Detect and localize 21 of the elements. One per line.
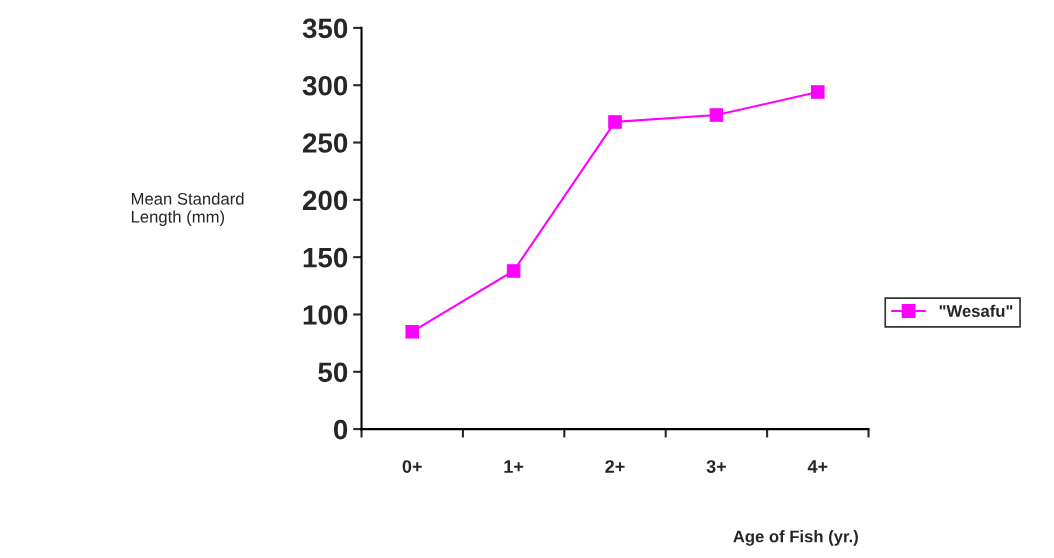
x-tick-label: 2+ [605,460,625,473]
x-axis-title: Age of Fish (yr.) [733,530,858,546]
point [811,85,825,99]
x-tick-label: 1+ [504,460,524,473]
y-tick-label: 100 [303,305,348,325]
x-tick-label: 0+ [402,460,422,473]
y-tick-label: 150 [303,247,348,268]
point [506,264,521,278]
y-axis-title: Mean Standard Length (mm) [131,192,244,226]
legend-label: "Wesafu" [939,304,1013,317]
x-tick-label: 3+ [706,460,726,473]
point [709,108,724,122]
point [405,324,419,339]
y-tick-label: 350 [302,18,348,39]
y-tick-label: 300 [302,75,348,96]
point [608,115,622,129]
y-tick-label: 250 [302,133,348,153]
y-tick-label: 0 [333,419,348,440]
y-tick-label: 200 [302,190,348,211]
x-tick-label: 4+ [807,460,828,473]
y-tick-label: 50 [318,362,348,383]
